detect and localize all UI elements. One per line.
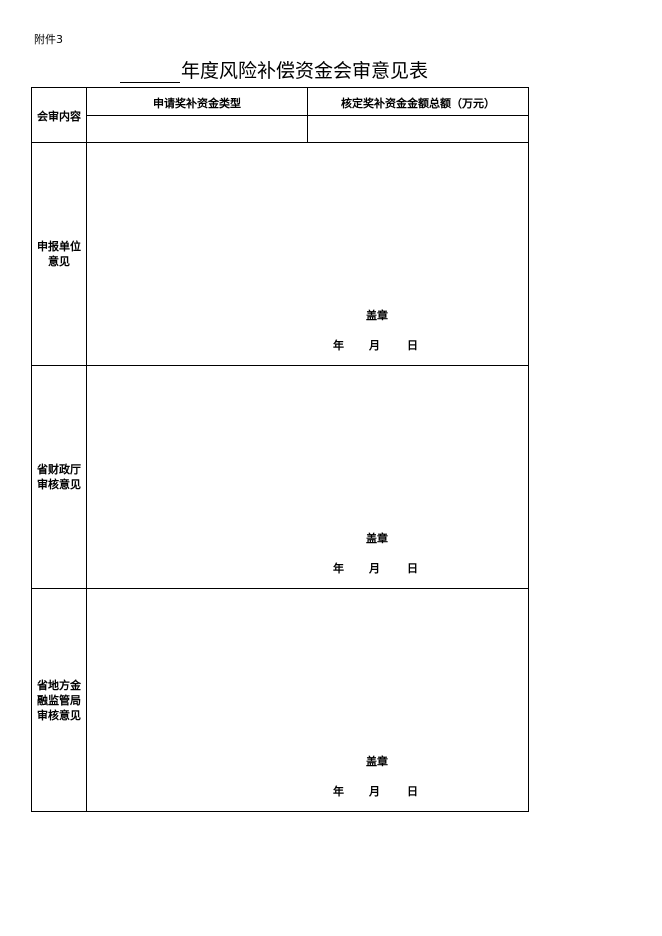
attachment-label: 附件3 <box>34 33 63 46</box>
label-line: 审核意见 <box>37 709 81 722</box>
label-line: 审核意见 <box>37 478 81 491</box>
fund-type-input[interactable] <box>87 116 307 142</box>
title-text: 年度风险补偿资金会审意见表 <box>181 60 429 82</box>
row-label-review-content: 会审内容 <box>37 110 81 123</box>
table-border-bottom <box>31 811 529 812</box>
page-title: 年度风险补偿资金会审意见表 <box>120 56 428 83</box>
date-day: 日 <box>407 785 418 798</box>
finance-dept-opinion-field[interactable] <box>87 366 528 588</box>
stamp-label: 盖章 <box>366 532 388 545</box>
section-label-applicant: 申报单位 意见 <box>31 239 87 269</box>
financial-regulator-opinion-field[interactable] <box>87 589 528 811</box>
date-year: 年 <box>333 785 344 798</box>
divider <box>31 588 529 589</box>
section-label-finance-dept: 省财政厅 审核意见 <box>31 462 87 492</box>
label-line: 意见 <box>48 255 70 268</box>
divider <box>86 87 87 812</box>
label-line: 融监管局 <box>37 694 81 707</box>
column-header-fund-type: 申请奖补资金类型 <box>153 97 241 110</box>
divider <box>31 365 529 366</box>
label-line: 申报单位 <box>37 240 81 253</box>
date-month: 月 <box>369 562 380 575</box>
section-label-financial-regulator: 省地方金 融监管局 审核意见 <box>31 678 87 723</box>
year-blank[interactable] <box>120 62 180 83</box>
date-year: 年 <box>333 339 344 352</box>
label-line: 省财政厅 <box>37 463 81 476</box>
approved-amount-input[interactable] <box>308 116 528 142</box>
column-header-approved-amount: 核定奖补资金金额总额（万元） <box>341 97 495 110</box>
table-border-right <box>528 87 529 812</box>
date-day: 日 <box>407 339 418 352</box>
divider <box>31 142 529 143</box>
table-border-top <box>31 87 529 88</box>
table-border-left <box>31 87 32 812</box>
applicant-opinion-field[interactable] <box>87 143 528 365</box>
stamp-label: 盖章 <box>366 309 388 322</box>
label-line: 省地方金 <box>37 679 81 692</box>
divider <box>307 87 308 143</box>
date-year: 年 <box>333 562 344 575</box>
date-day: 日 <box>407 562 418 575</box>
date-month: 月 <box>369 339 380 352</box>
stamp-label: 盖章 <box>366 755 388 768</box>
date-month: 月 <box>369 785 380 798</box>
